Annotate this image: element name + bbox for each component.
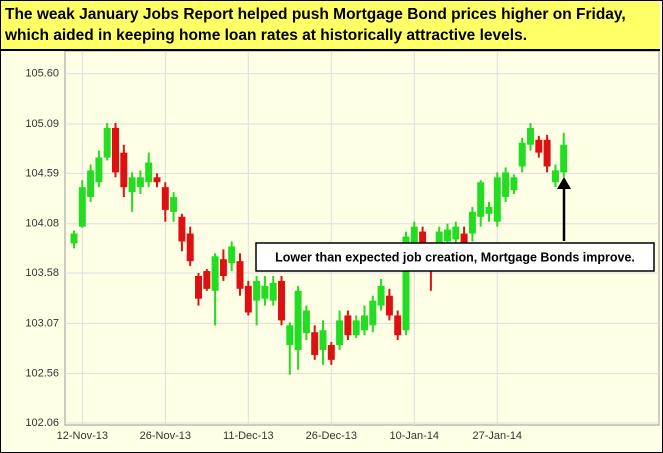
candle-body bbox=[485, 206, 493, 214]
x-tick-label: 26-Nov-13 bbox=[140, 430, 191, 442]
candle-body bbox=[161, 187, 169, 210]
y-tick-label: 104.08 bbox=[25, 218, 59, 230]
candle-body bbox=[352, 320, 360, 336]
chart-title: The weak January Jobs Report helped push… bbox=[1, 1, 660, 51]
x-tick-label: 12-Nov-13 bbox=[57, 430, 108, 442]
candle-body bbox=[87, 170, 95, 198]
candle-body bbox=[219, 259, 227, 276]
candle-body bbox=[244, 285, 252, 313]
candle-body bbox=[402, 236, 410, 331]
arrow-head bbox=[557, 177, 571, 189]
y-tick-label: 102.56 bbox=[25, 368, 59, 380]
candle-body bbox=[336, 320, 344, 346]
candle-body bbox=[560, 144, 568, 173]
candle-body bbox=[394, 315, 402, 336]
candle-body bbox=[261, 285, 269, 299]
candle-body bbox=[128, 177, 136, 193]
plot-area bbox=[64, 50, 660, 426]
candle-body bbox=[551, 170, 559, 183]
candle-body bbox=[228, 246, 236, 264]
candle-body bbox=[452, 226, 460, 240]
x-tick-label: 10-Jan-14 bbox=[390, 430, 440, 442]
y-tick-label: 105.09 bbox=[25, 118, 59, 130]
candle-body bbox=[327, 345, 335, 360]
candle-body bbox=[145, 162, 153, 183]
candle-body bbox=[311, 332, 319, 355]
candle-body bbox=[444, 229, 451, 242]
candle-body bbox=[186, 233, 194, 262]
candle-body bbox=[527, 127, 534, 145]
candle-body bbox=[136, 177, 144, 188]
y-tick-label: 104.59 bbox=[25, 167, 59, 179]
candle-body bbox=[460, 233, 468, 247]
candle-body bbox=[178, 216, 186, 242]
candle-body bbox=[468, 211, 476, 234]
candle-body bbox=[344, 315, 352, 336]
candle-body bbox=[278, 280, 285, 321]
y-tick-label: 105.60 bbox=[25, 68, 59, 80]
x-tick-label: 26-Dec-13 bbox=[306, 430, 357, 442]
candle-body bbox=[120, 152, 128, 188]
candle-body bbox=[153, 177, 161, 183]
candle-body bbox=[510, 177, 518, 191]
candle-body bbox=[477, 182, 485, 217]
candle-body bbox=[78, 187, 86, 227]
candle-body bbox=[294, 290, 302, 351]
y-tick-label: 103.07 bbox=[25, 317, 59, 329]
candle-body bbox=[419, 231, 427, 247]
annotation-box bbox=[255, 242, 655, 272]
candle-body bbox=[286, 325, 294, 346]
candle-body bbox=[493, 177, 501, 222]
candle-body bbox=[170, 197, 178, 212]
x-tick-label: 27-Jan-14 bbox=[473, 430, 523, 442]
candle-body bbox=[385, 295, 393, 316]
candle-body bbox=[269, 282, 277, 301]
candle-body bbox=[502, 172, 510, 198]
candle-body bbox=[435, 231, 443, 247]
candle-body bbox=[543, 139, 551, 167]
y-tick-label: 102.06 bbox=[25, 417, 59, 429]
candle-body bbox=[361, 315, 368, 331]
candle-body bbox=[377, 285, 385, 306]
candle-body bbox=[195, 275, 202, 299]
candle-body bbox=[103, 127, 111, 158]
candle-body bbox=[211, 256, 219, 291]
candle-body bbox=[236, 261, 244, 289]
candle-body bbox=[369, 300, 377, 326]
candle-body bbox=[95, 157, 103, 183]
candle-body bbox=[518, 142, 526, 167]
candle-body bbox=[203, 271, 211, 289]
x-tick-label: 11-Dec-13 bbox=[223, 430, 274, 442]
candle-body bbox=[319, 330, 327, 351]
candle-body bbox=[410, 226, 418, 247]
candle-body bbox=[535, 139, 543, 153]
candle-body bbox=[112, 127, 119, 173]
candle-body bbox=[302, 310, 310, 334]
candle-body bbox=[253, 280, 261, 301]
y-tick-label: 103.58 bbox=[25, 267, 59, 279]
candle-body bbox=[70, 233, 78, 244]
annotation: Lower than expected job creation, Mortga… bbox=[275, 250, 635, 264]
